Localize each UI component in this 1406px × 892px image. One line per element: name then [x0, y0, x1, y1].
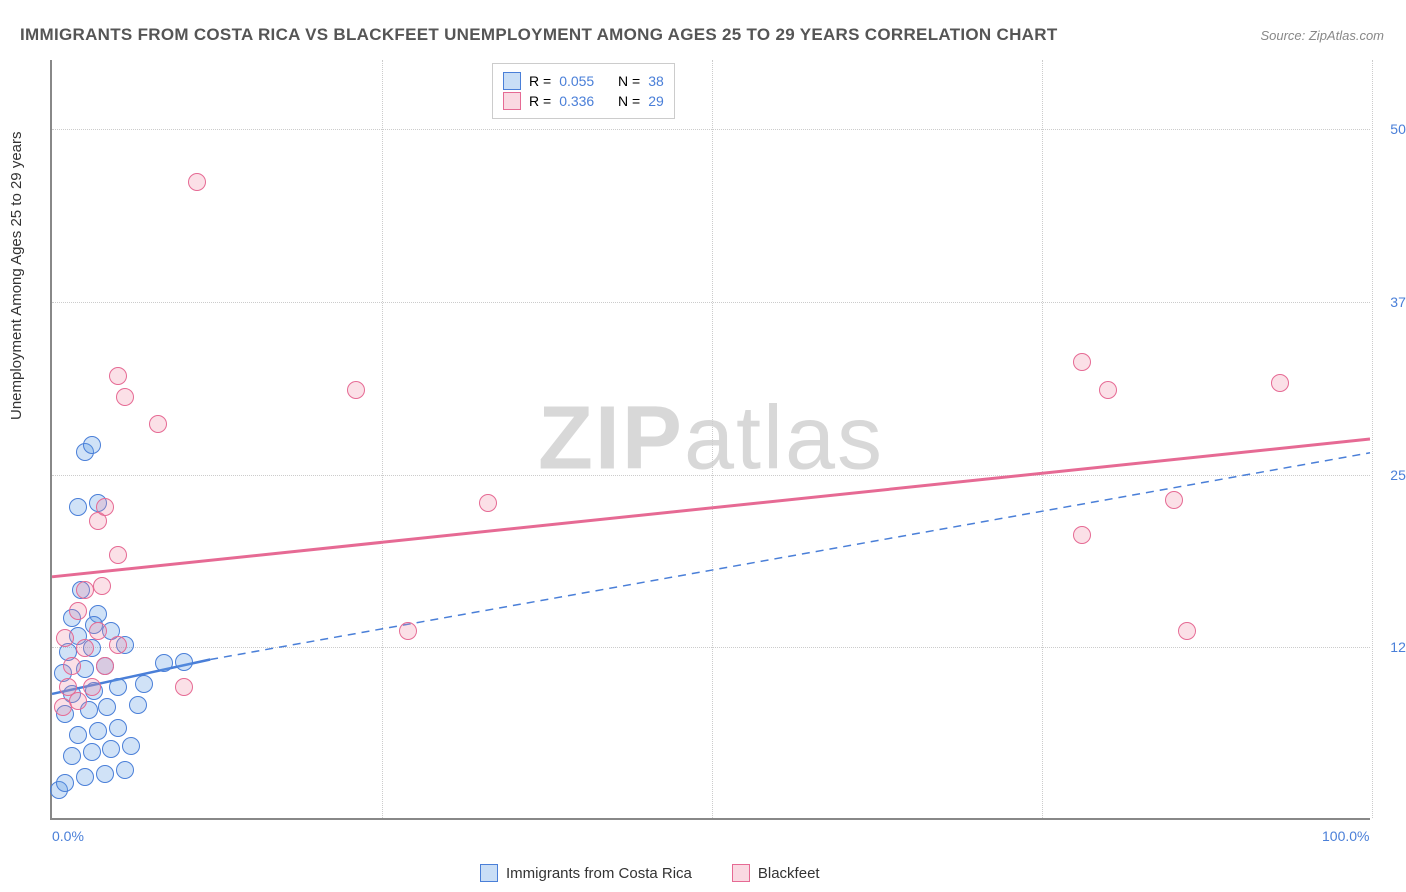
scatter-point-pink: [1073, 353, 1091, 371]
scatter-point-pink: [109, 546, 127, 564]
scatter-point-pink: [188, 173, 206, 191]
scatter-point-pink: [116, 388, 134, 406]
scatter-point-blue: [98, 698, 116, 716]
scatter-point-pink: [347, 381, 365, 399]
scatter-point-blue: [155, 654, 173, 672]
stat-label-R: R =: [529, 73, 551, 89]
scatter-point-blue: [69, 498, 87, 516]
y-tick-label: 37.5%: [1375, 294, 1406, 310]
scatter-point-blue: [109, 678, 127, 696]
scatter-point-pink: [63, 657, 81, 675]
y-tick-label: 12.5%: [1375, 639, 1406, 655]
scatter-point-pink: [1099, 381, 1117, 399]
stats-row-pink: R = 0.336 N = 29: [503, 92, 664, 110]
scatter-point-pink: [1178, 622, 1196, 640]
scatter-point-blue: [63, 747, 81, 765]
scatter-point-blue: [109, 719, 127, 737]
scatter-point-pink: [109, 636, 127, 654]
trend-lines-svg: [52, 60, 1370, 818]
scatter-point-pink: [56, 629, 74, 647]
stat-label-N: N =: [618, 93, 640, 109]
scatter-point-pink: [479, 494, 497, 512]
scatter-point-blue: [122, 737, 140, 755]
swatch-blue-icon: [503, 72, 521, 90]
scatter-point-pink: [399, 622, 417, 640]
scatter-point-blue: [135, 675, 153, 693]
stat-blue-N: 38: [648, 73, 664, 89]
legend-item-blue: Immigrants from Costa Rica: [480, 864, 692, 882]
swatch-blue-icon: [480, 864, 498, 882]
stat-label-N: N =: [618, 73, 640, 89]
stat-pink-R: 0.336: [559, 93, 594, 109]
v-gridline: [1372, 60, 1373, 818]
legend-item-pink: Blackfeet: [732, 864, 820, 882]
scatter-point-blue: [129, 696, 147, 714]
scatter-point-pink: [69, 602, 87, 620]
scatter-point-pink: [109, 367, 127, 385]
x-tick-label: 0.0%: [52, 828, 84, 844]
scatter-point-blue: [76, 768, 94, 786]
swatch-pink-icon: [503, 92, 521, 110]
scatter-point-pink: [96, 657, 114, 675]
y-tick-label: 50.0%: [1375, 121, 1406, 137]
legend-label-pink: Blackfeet: [758, 865, 820, 882]
scatter-point-pink: [59, 678, 77, 696]
stat-blue-R: 0.055: [559, 73, 594, 89]
scatter-point-blue: [89, 722, 107, 740]
scatter-point-blue: [102, 740, 120, 758]
correlation-stats-box: R = 0.055 N = 38 R = 0.336 N = 29: [492, 63, 675, 119]
scatter-point-pink: [76, 581, 94, 599]
scatter-point-blue: [83, 436, 101, 454]
scatter-point-pink: [83, 678, 101, 696]
scatter-point-blue: [83, 743, 101, 761]
source-attribution: Source: ZipAtlas.com: [1260, 28, 1384, 43]
scatter-point-pink: [89, 622, 107, 640]
stats-row-blue: R = 0.055 N = 38: [503, 72, 664, 90]
scatter-point-pink: [1165, 491, 1183, 509]
scatter-point-blue: [116, 761, 134, 779]
y-tick-label: 25.0%: [1375, 467, 1406, 483]
bottom-legend: Immigrants from Costa Rica Blackfeet: [480, 864, 820, 882]
plot-area: ZIPatlas 12.5%25.0%37.5%50.0%0.0%100.0% …: [50, 60, 1370, 820]
stat-label-R: R =: [529, 93, 551, 109]
scatter-point-pink: [96, 498, 114, 516]
chart-title: IMMIGRANTS FROM COSTA RICA VS BLACKFEET …: [20, 25, 1058, 45]
x-tick-label: 100.0%: [1322, 828, 1369, 844]
scatter-point-blue: [69, 726, 87, 744]
y-axis-label: Unemployment Among Ages 25 to 29 years: [8, 131, 25, 420]
scatter-point-pink: [1073, 526, 1091, 544]
swatch-pink-icon: [732, 864, 750, 882]
scatter-point-pink: [76, 639, 94, 657]
scatter-point-blue: [175, 653, 193, 671]
scatter-point-pink: [149, 415, 167, 433]
scatter-point-blue: [96, 765, 114, 783]
scatter-point-pink: [93, 577, 111, 595]
scatter-point-pink: [175, 678, 193, 696]
stat-pink-N: 29: [648, 93, 664, 109]
trend-line: [210, 453, 1370, 660]
scatter-point-blue: [56, 774, 74, 792]
legend-label-blue: Immigrants from Costa Rica: [506, 865, 692, 882]
scatter-point-pink: [1271, 374, 1289, 392]
